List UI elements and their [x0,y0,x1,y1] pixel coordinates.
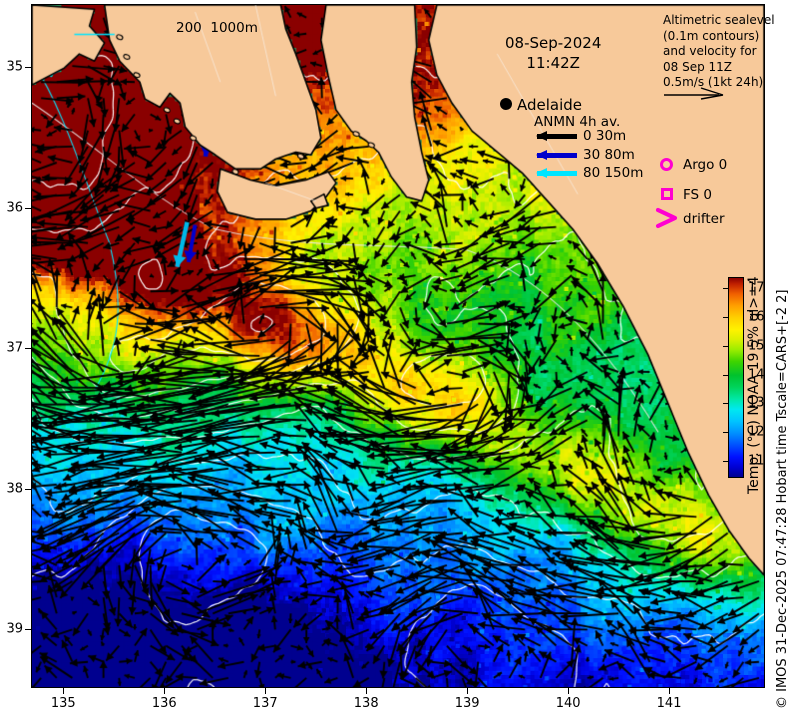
alti-line-5: 0.5m/s (1kt 24h) [663,75,764,90]
y-axis-label: 36 [6,200,23,216]
y-axis-label: 37 [6,340,23,356]
x-axis-label: 135 [50,696,76,711]
y-axis-tick [25,488,31,490]
colorbar-tick [723,432,728,434]
bathymetry-contour-label: 200 1000m [176,20,258,36]
y-axis-tick [25,629,31,630]
x-axis-label: 139 [454,696,480,711]
map-time: 11:42Z [526,54,580,73]
y-axis-label: 38 [6,481,23,497]
mooring-depth-label-2: 80 150m [583,165,644,181]
colorbar-tick-label: 15 [748,338,765,354]
y-axis-label: 35 [6,59,23,75]
colorbar-tick [723,288,728,290]
x-axis-label: 141 [656,696,682,711]
drifter-legend-label: drifter [683,211,725,227]
coastline-land-layer [32,5,764,687]
drifter-symbol-icon [655,207,678,229]
colorbar-tick [723,403,728,405]
x-axis-tick [669,688,671,694]
alti-line-2: (0.1m contours) [663,28,760,43]
map-date: 08-Sep-2024 [505,34,602,52]
x-axis-label: 138 [353,696,379,711]
x-axis-tick [366,688,368,694]
y-axis-tick [25,207,31,209]
altimetry-note-backdrop [765,4,799,26]
colorbar-tick-label: 11 [748,453,765,469]
x-axis-label: 136 [151,696,177,711]
x-axis-tick [467,688,469,694]
colorbar-tick-label: 12 [748,424,765,440]
colorbar-gradient [728,277,744,478]
velocity-scale-arrow-icon [664,87,724,100]
mooring-depth-label-1: 30 80m [583,147,635,163]
date-time-stamp: 08-Sep-2024 11:42Z [505,33,601,74]
x-axis-label: 137 [252,696,278,711]
credit-text: © IMOS 31-Dec-2025 07:47:28 Hobart time … [775,289,790,709]
temperature-colorbar[interactable] [728,277,744,478]
colorbar-tick-label: 14 [748,367,765,383]
adelaide-label: Adelaide [517,96,583,114]
x-axis-tick [265,688,267,694]
fs-legend-label: FS 0 [683,187,712,203]
colorbar-tick [723,345,728,347]
alti-line-3: and velocity for [663,44,757,59]
colorbar-tick-label: 16 [748,309,765,325]
colorbar-tick [723,317,728,319]
x-axis-tick [164,688,166,694]
mooring-legend-title: ANMN 4h av. [534,114,621,130]
argo-float-symbol-icon [660,158,673,171]
fs-station-symbol-icon [661,188,673,200]
altimetry-note: Altimetric sealevel (0.1m contours) and … [663,13,775,91]
y-axis-tick [25,67,31,69]
alti-line-1: Altimetric sealevel [663,13,775,27]
colorbar-tick-label: 17 [748,280,765,296]
argo-legend-label: Argo 0 [683,157,728,173]
mooring-depth-label-0: 0 30m [583,128,627,144]
x-axis-tick [63,688,65,694]
x-axis-label: 140 [555,696,581,711]
colorbar-tick [723,374,728,376]
colorbar-tick-label: 13 [748,395,765,411]
colorbar-tick [723,460,728,462]
map-plot-area[interactable] [31,4,765,688]
y-axis-label: 39 [6,621,23,637]
adelaide-city-marker-icon [500,98,512,110]
x-axis-tick [568,688,570,694]
y-axis-tick [25,348,31,350]
alti-line-4: 08 Sep 11Z [663,59,733,74]
